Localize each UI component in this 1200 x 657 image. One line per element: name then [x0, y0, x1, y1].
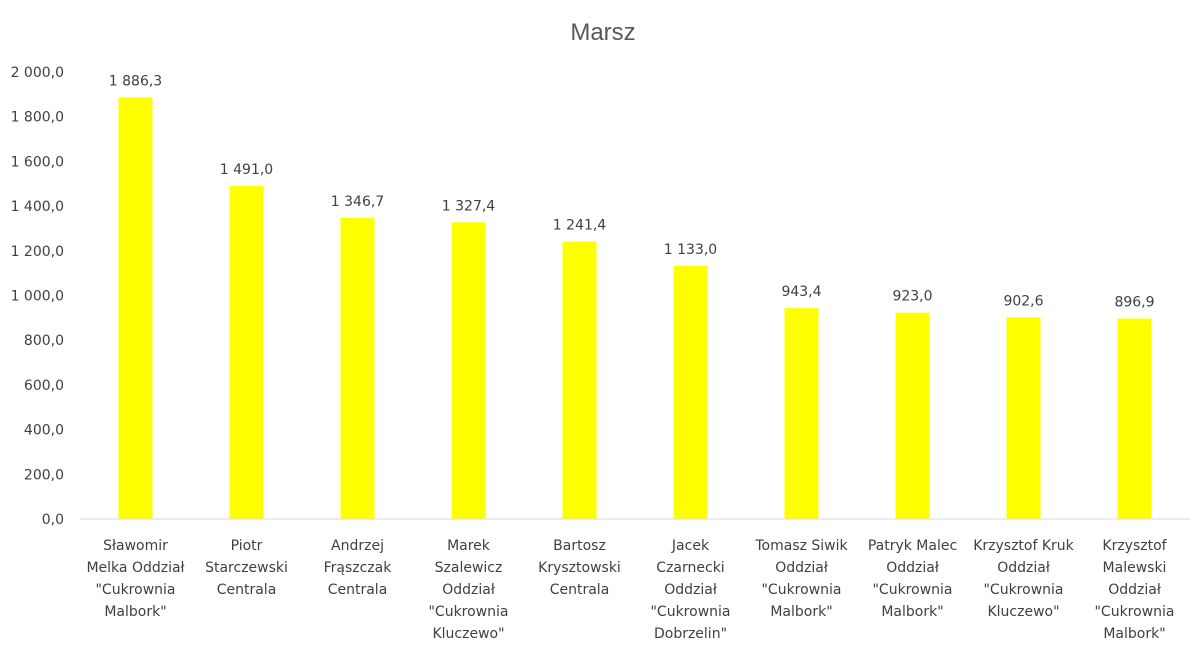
- chart-title: Marsz: [570, 19, 635, 46]
- x-tick-label-line: Tomasz Siwik: [754, 538, 848, 554]
- x-tick-label-line: Andrzej: [331, 538, 384, 554]
- y-tick-label: 200,0: [24, 467, 64, 483]
- data-label: 1 346,7: [331, 194, 384, 210]
- x-tick-label: Jacek Czarnecki Oddział "Cukrownia Dobrzelin…: [650, 538, 730, 642]
- x-tick-label-line: Kluczewo": [432, 626, 504, 642]
- x-tick-label-line: Malewski: [1103, 560, 1167, 576]
- x-tick-label-line: Piotr: [231, 538, 263, 554]
- data-label: 1 241,4: [553, 218, 607, 234]
- x-tick-label-line: Centrala: [550, 582, 610, 598]
- x-tick-label-line: Oddział: [442, 582, 495, 598]
- x-tick-label-line: Sławomir: [103, 538, 168, 554]
- x-tick-label-line: Centrala: [217, 582, 277, 598]
- data-label: 1 491,0: [220, 162, 273, 178]
- x-tick-label-line: Dobrzelin": [654, 626, 727, 642]
- x-tick-label-line: "Cukrownia: [428, 604, 508, 620]
- bar: [229, 185, 264, 519]
- y-tick-label: 1 000,0: [11, 289, 64, 305]
- y-axis: 0,0 200,0 400,0 600,0 800,0 1 000,0 1 200,0 1 4…: [11, 65, 64, 528]
- x-tick-label-line: Oddział: [775, 560, 828, 576]
- data-label: 1 327,4: [442, 198, 496, 214]
- x-tick-label-line: "Cukrownia: [650, 604, 730, 620]
- x-tick-label-line: "Cukrownia: [761, 582, 841, 598]
- x-tick-label-line: Oddział: [886, 560, 939, 576]
- data-label: 1 133,0: [664, 242, 717, 258]
- y-tick-label: 2 000,0: [11, 65, 64, 81]
- y-tick-label: 1 400,0: [11, 199, 64, 215]
- data-label: 1 886,3: [109, 73, 162, 89]
- x-tick-label: Tomasz Siwik Oddział "Cukrownia Malbork": [754, 538, 848, 620]
- x-tick-label: Krzysztof Malewski Oddział "Cukrownia Malbor…: [1094, 538, 1174, 642]
- data-label: 923,0: [892, 289, 932, 305]
- x-tick-label-line: "Cukrownia: [983, 582, 1063, 598]
- bar: [895, 312, 930, 519]
- x-tick-label-line: Oddział: [664, 582, 717, 598]
- x-tick-label-line: Marek: [447, 538, 491, 554]
- bar: [673, 265, 708, 519]
- x-tick-label-line: Krzysztof Kruk: [973, 538, 1074, 554]
- x-tick-label-line: Oddział: [1108, 582, 1161, 598]
- x-tick-label-line: Malbork": [881, 604, 943, 620]
- data-label: 902,6: [1003, 293, 1043, 309]
- bar: [451, 222, 486, 519]
- bar: [562, 241, 597, 519]
- bar: [784, 308, 819, 519]
- x-tick-label-line: "Cukrownia: [95, 582, 175, 598]
- x-tick-label-line: Malbork": [770, 604, 832, 620]
- x-tick-label-line: Frąszczak: [324, 560, 393, 576]
- x-tick-label-line: Krysztowski: [538, 560, 621, 576]
- bar: [1006, 317, 1041, 519]
- x-tick-label-line: Szalewicz: [435, 560, 503, 576]
- y-tick-label: 1 600,0: [11, 154, 64, 170]
- x-tick-label-line: Patryk Malec: [868, 538, 957, 554]
- y-tick-label: 800,0: [24, 333, 64, 349]
- data-label: 943,4: [781, 284, 821, 300]
- y-tick-label: 0,0: [42, 512, 64, 528]
- x-tick-label-line: Krzysztof: [1102, 538, 1167, 554]
- x-tick-label: Krzysztof Kruk Oddział "Cukrownia Kluczewo": [973, 538, 1074, 620]
- y-tick-label: 600,0: [24, 378, 64, 394]
- x-tick-label-line: Jacek: [671, 538, 710, 554]
- x-tick-label-line: Starczewski: [205, 560, 288, 576]
- x-tick-label: Sławomir Melka Oddział "Cukrownia Malbork": [86, 538, 184, 620]
- x-tick-label: Andrzej Frąszczak Centrala: [324, 538, 393, 598]
- x-tick-label: Piotr Starczewski Centrala: [205, 538, 288, 598]
- bar: [340, 218, 375, 519]
- x-tick-label-line: Oddział: [997, 560, 1050, 576]
- x-tick-label-line: "Cukrownia: [872, 582, 952, 598]
- bar: [118, 97, 153, 519]
- x-tick-label: Patryk Malec Oddział "Cukrownia Malbork": [868, 538, 957, 620]
- x-tick-label-line: Czarnecki: [656, 560, 724, 576]
- x-tick-label-line: Kluczewo": [987, 604, 1059, 620]
- data-label: 896,9: [1114, 295, 1154, 311]
- x-tick-label-line: Malbork": [104, 604, 166, 620]
- bar: [1117, 318, 1152, 519]
- y-tick-label: 400,0: [24, 423, 64, 439]
- x-tick-label-line: "Cukrownia: [1094, 604, 1174, 620]
- x-tick-label-line: Malbork": [1103, 626, 1165, 642]
- bars: [118, 97, 1152, 519]
- x-tick-label-line: Melka Oddział: [86, 560, 184, 576]
- x-tick-label-line: Bartosz: [553, 538, 606, 554]
- x-tick-label: Bartosz Krysztowski Centrala: [538, 538, 621, 598]
- data-labels: 1 886,3 1 491,0 1 346,7 1 327,4 1 241,4 1 133…: [109, 73, 1155, 310]
- x-axis: Sławomir Melka Oddział "Cukrownia Malbork"P…: [86, 538, 1174, 642]
- x-tick-label-line: Centrala: [328, 582, 388, 598]
- y-tick-label: 1 200,0: [11, 244, 64, 260]
- y-tick-label: 1 800,0: [11, 110, 64, 126]
- x-tick-label: Marek Szalewicz Oddział "Cukrownia Kluczewo": [428, 538, 508, 642]
